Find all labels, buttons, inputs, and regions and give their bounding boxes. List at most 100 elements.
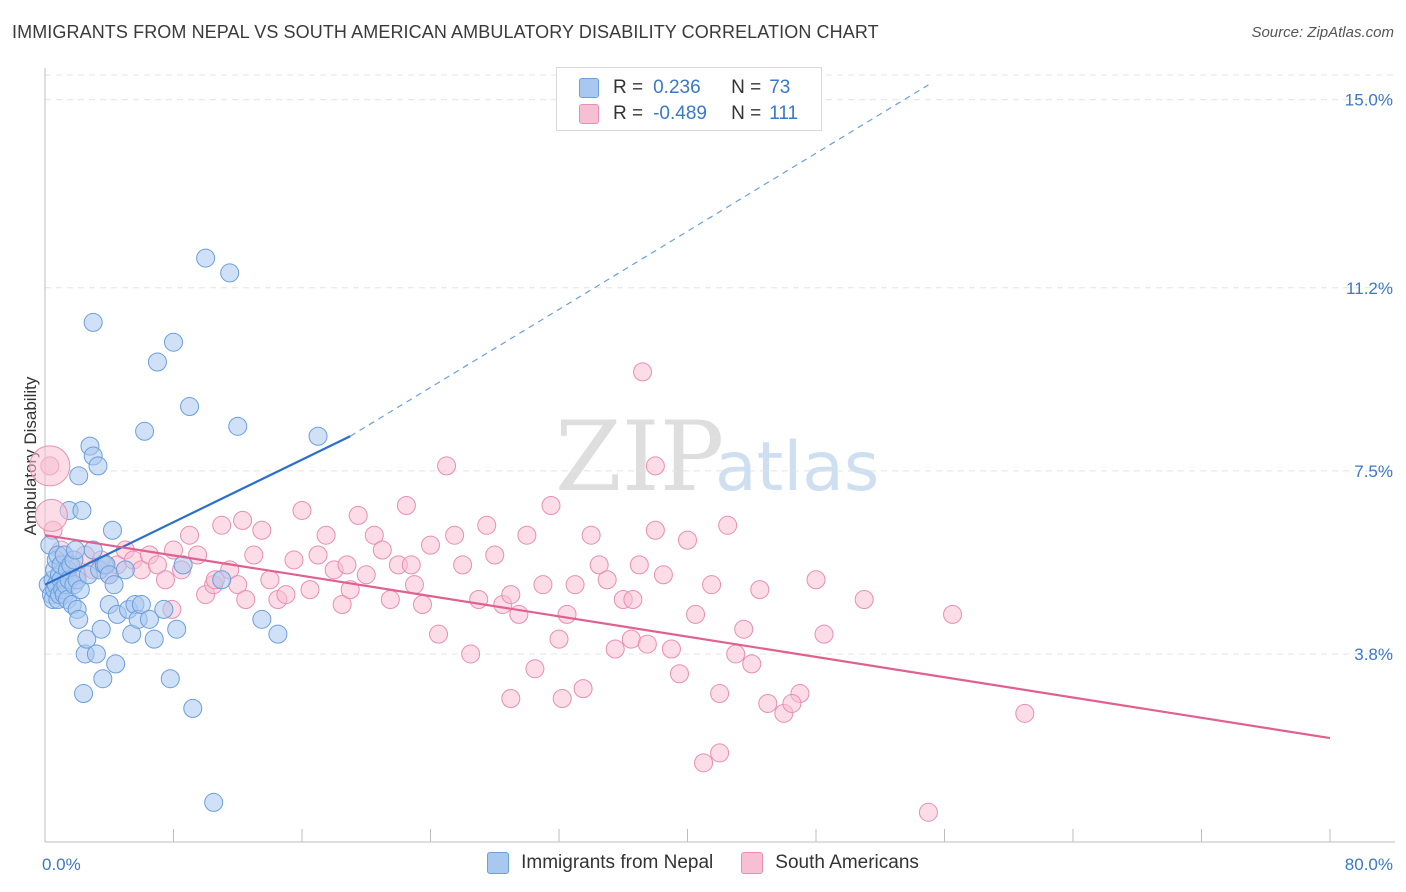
nepal-point (154, 599, 174, 619)
south-americans-point (552, 688, 572, 708)
south-americans-point (453, 555, 473, 575)
south-americans-point (485, 545, 505, 565)
series-legend-label: South Americans (775, 852, 919, 873)
south-americans-point (814, 624, 834, 644)
south-americans-point (581, 525, 601, 545)
legend-n-value: 111 (769, 103, 799, 124)
nepal-point (70, 580, 90, 600)
south-americans-point (533, 575, 553, 595)
south-americans-point (694, 753, 714, 773)
south-americans-point (308, 545, 328, 565)
x-tick-label: 80.0% (1345, 855, 1393, 874)
south-americans-point (1015, 703, 1035, 723)
nepal-point (228, 416, 248, 436)
series-legend: Immigrants from Nepal South Americans (0, 852, 1406, 874)
south-americans-point (421, 535, 440, 555)
south-americans-point (401, 555, 421, 575)
nepal-point (77, 629, 97, 649)
correlation-legend: R = 0.236 N = 73 R = -0.489 N = 111 (556, 67, 822, 131)
y-axis-label: Ambulatory Disability (21, 376, 40, 535)
nepal-point (69, 466, 89, 486)
south-americans-point (597, 570, 617, 590)
y-tick-label: 7.5% (1354, 462, 1393, 481)
watermark-zip: ZIP (555, 401, 724, 513)
south-americans-point (348, 505, 368, 525)
nepal-point (212, 570, 232, 590)
x-tick-label: 0.0% (42, 855, 81, 874)
nepal-point (164, 332, 183, 352)
south-americans-point (276, 585, 296, 605)
south-americans-point (758, 693, 778, 713)
south-americans-point (750, 580, 770, 600)
nepal-point (196, 248, 216, 268)
series-legend-nepal[interactable]: Immigrants from Nepal (487, 852, 713, 874)
nepal-point (160, 669, 180, 689)
south-americans-point (316, 525, 336, 545)
nepal-point (135, 421, 155, 441)
y-tick-label: 11.2% (1346, 279, 1393, 298)
nepal-point (204, 792, 224, 812)
south-americans-point (404, 575, 424, 595)
south-americans-point (372, 540, 392, 560)
chart-source: Source: ZipAtlas.com (1251, 24, 1394, 41)
south-americans-point (742, 654, 762, 674)
south-americans-trend-line (44, 534, 1331, 740)
south-americans-swatch-icon (741, 852, 764, 874)
south-americans-point (147, 555, 167, 575)
south-americans-point (525, 659, 545, 679)
south-americans-point (718, 515, 738, 535)
legend-n-label: N = (731, 77, 762, 98)
south-americans-point (260, 570, 280, 590)
south-americans-point (233, 510, 253, 530)
south-americans-point (155, 570, 175, 590)
chart-title: IMMIGRANTS FROM NEPAL VS SOUTH AMERICAN … (12, 22, 879, 42)
y-tick-label: 15.0% (1345, 91, 1393, 110)
legend-r-value: -0.489 (653, 103, 707, 124)
south-americans-point (854, 590, 874, 610)
legend-row-nepal: R = 0.236 N = 73 (579, 76, 790, 100)
south-americans-point (244, 545, 264, 565)
nepal-point (72, 500, 92, 520)
nepal-point (167, 619, 187, 639)
south-americans-point (501, 585, 521, 605)
south-americans-point (557, 604, 577, 624)
south-americans-point (653, 565, 673, 585)
south-americans-point (621, 629, 641, 649)
nepal-point (102, 520, 122, 540)
south-americans-point (437, 456, 457, 476)
south-americans-point (565, 575, 585, 595)
legend-n-value: 73 (769, 77, 791, 98)
nepal-point (69, 609, 89, 629)
nepal-point (104, 575, 124, 595)
y-tick-label: 3.8% (1354, 645, 1393, 664)
south-americans-point (549, 629, 569, 649)
south-americans-point (629, 555, 649, 575)
south-americans-swatch-icon (579, 104, 599, 124)
south-americans-point (623, 590, 643, 610)
south-americans-point (806, 570, 826, 590)
nepal-swatch-icon (487, 852, 510, 874)
south-americans-point (356, 565, 376, 585)
south-americans-point (332, 594, 352, 614)
south-americans-point (396, 496, 416, 516)
south-americans-point (943, 604, 963, 624)
south-americans-point (412, 594, 432, 614)
series-legend-south-americans[interactable]: South Americans (741, 852, 919, 874)
south-americans-point (645, 520, 665, 540)
nepal-point (86, 644, 106, 664)
south-americans-point (645, 456, 665, 476)
south-americans-point (252, 520, 272, 540)
nepal-point (180, 397, 200, 417)
south-americans-point (710, 743, 730, 763)
south-americans-point (686, 604, 706, 624)
south-americans-point (461, 644, 481, 664)
south-americans-point (702, 575, 722, 595)
south-americans-point (710, 684, 730, 704)
nepal-point (183, 698, 203, 718)
south-americans-point (633, 362, 653, 382)
nepal-point (252, 609, 272, 629)
nepal-point (93, 669, 113, 689)
south-americans-point (541, 496, 561, 516)
south-americans-point (429, 624, 449, 644)
